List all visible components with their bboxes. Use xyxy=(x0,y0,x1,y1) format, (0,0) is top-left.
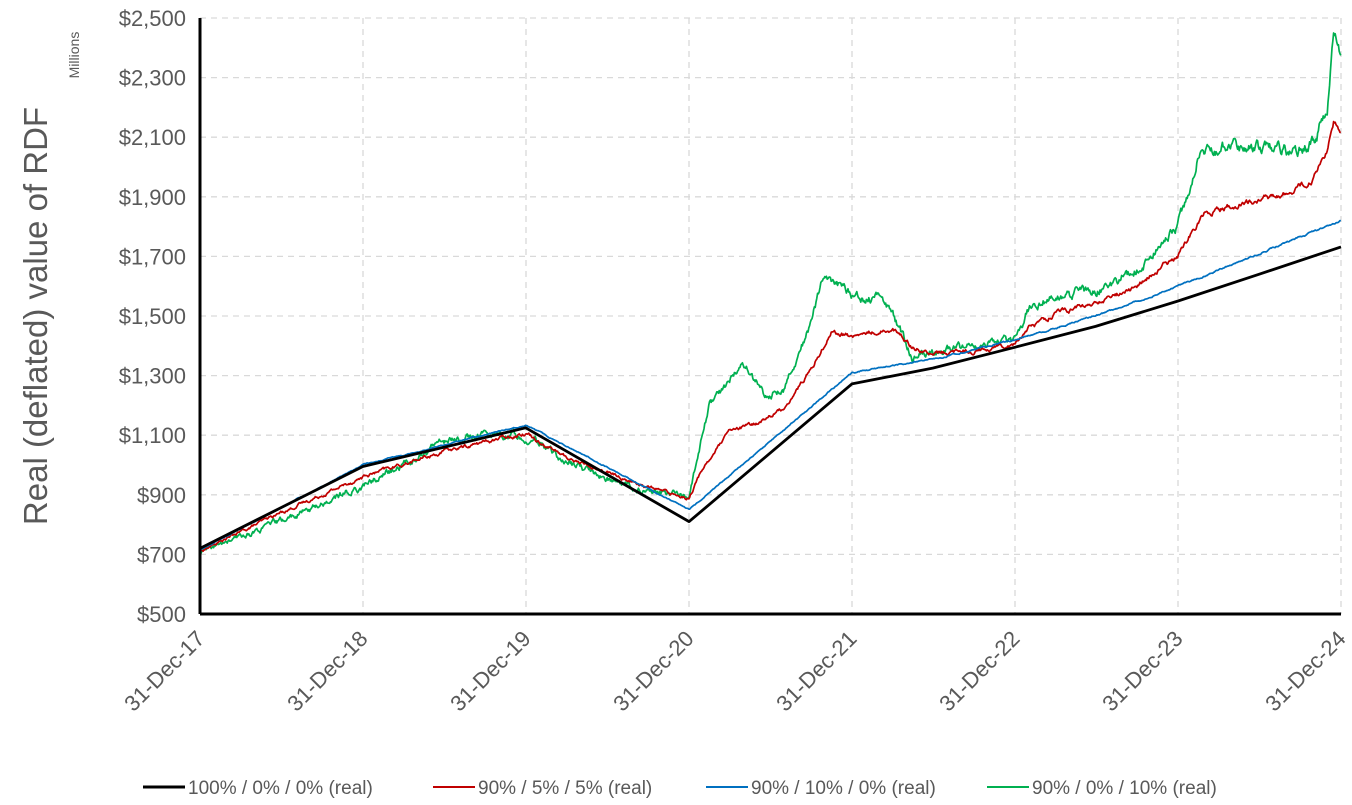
legend-entry: 90% / 10% / 0% (real) xyxy=(751,778,936,799)
gridlines xyxy=(200,17,1342,614)
y-tick-label: $700 xyxy=(137,542,186,567)
y-tick-label: $1,900 xyxy=(119,185,186,210)
y-tick-label: $1,300 xyxy=(119,364,186,389)
series-line xyxy=(199,32,1342,555)
series-line xyxy=(199,245,1342,550)
y-tick-label: $1,700 xyxy=(119,244,186,269)
x-tick-labels: 31-Dec-17 31-Dec-18 31-Dec-19 31-Dec-20 31-D… xyxy=(119,626,1350,716)
axes xyxy=(198,18,1341,616)
y-tick-label: $2,500 xyxy=(119,6,186,31)
y-tick-label: $2,100 xyxy=(119,125,186,150)
x-tick-label: 31-Dec-23 xyxy=(1097,626,1187,716)
x-tick-label: 31-Dec-22 xyxy=(934,626,1024,716)
y-tick-label: $1,100 xyxy=(119,423,186,448)
legend-entry: 90% / 0% / 10% (real) xyxy=(1032,778,1217,799)
legend-entry: 90% / 5% / 5% (real) xyxy=(478,778,652,799)
y-tick-label: $1,500 xyxy=(119,304,186,329)
y-axis-units: Millions xyxy=(66,32,82,79)
y-axis-label: Real (deflated) value of RDF xyxy=(17,107,54,525)
x-tick-label: 31-Dec-17 xyxy=(119,626,209,716)
x-tick-label: 31-Dec-24 xyxy=(1260,626,1350,716)
y-tick-label: $2,300 xyxy=(119,66,186,91)
x-tick-label: 31-Dec-19 xyxy=(445,626,535,716)
series-lines xyxy=(199,32,1342,555)
series-line xyxy=(199,120,1341,553)
y-tick-labels: $500 $700 $900 $1,100 $1,300 $1,500 $1,700 $1,9… xyxy=(119,6,186,627)
x-tick-label: 31-Dec-21 xyxy=(771,626,861,716)
legend: 100% / 0% / 0% (real) 90% / 5% / 5% (real… xyxy=(143,778,1217,799)
y-tick-label: $900 xyxy=(137,483,186,508)
series-line xyxy=(199,219,1342,551)
y-tick-label: $500 xyxy=(137,602,186,627)
x-tick-label: 31-Dec-18 xyxy=(282,626,372,716)
legend-entry: 100% / 0% / 0% (real) xyxy=(188,778,373,799)
x-tick-label: 31-Dec-20 xyxy=(608,626,698,716)
